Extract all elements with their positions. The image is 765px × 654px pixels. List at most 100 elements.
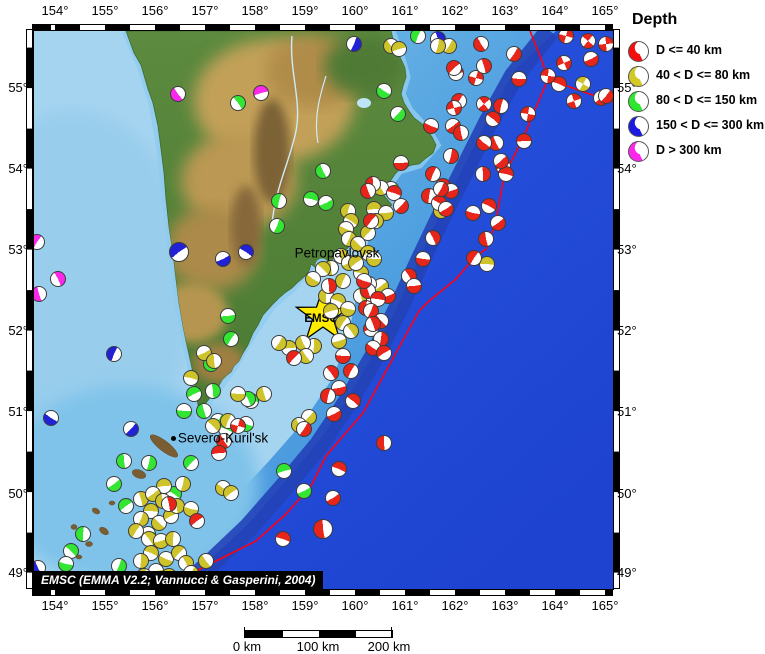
focal-mechanism-marker (393, 198, 409, 214)
legend-depth-icon (628, 116, 649, 137)
focal-mechanism-marker (343, 363, 359, 379)
legend-depth-icon (628, 41, 649, 62)
focal-mechanism-marker (141, 455, 157, 471)
focal-mechanism-marker (170, 86, 186, 102)
focal-mechanism-marker (346, 36, 362, 52)
focal-mechanism-marker (315, 163, 331, 179)
scale-bar (245, 630, 393, 638)
focal-mechanism-marker (196, 403, 212, 419)
scale-label: 100 km (296, 639, 340, 654)
focal-mechanism-marker (575, 76, 591, 92)
legend-depth-label: 80 < D <= 150 km (656, 93, 758, 107)
legend-depth-label: 150 < D <= 300 km (656, 118, 765, 132)
map-frame-bottom (32, 589, 613, 596)
focal-mechanism-marker (128, 523, 144, 539)
focal-mechanism-marker (540, 68, 556, 84)
focal-mechanism-marker (230, 386, 246, 402)
map-canvas: EMSC Petropavlovsk Severo-Kuril'sk EMSC (… (33, 30, 614, 590)
focal-mechanism-marker (466, 250, 482, 266)
lat-label-left: 50° (8, 486, 28, 501)
lon-label-bottom: 159° (291, 598, 319, 613)
focal-mechanism-marker (485, 111, 501, 127)
legend-title: Depth (632, 11, 678, 28)
lon-label-bottom: 164° (541, 598, 569, 613)
focal-mechanism-marker (325, 490, 341, 506)
focal-mechanism-marker (238, 244, 254, 260)
legend-depth-icon (628, 141, 649, 162)
focal-mechanism-marker (189, 513, 205, 529)
focal-mechanism-marker (335, 348, 351, 364)
lon-label-bottom: 160° (341, 598, 369, 613)
focal-mechanism-marker (123, 421, 139, 437)
focal-mechanism-marker (391, 41, 407, 57)
focal-mechanism-marker (430, 38, 446, 54)
depth-legend: Depth D <= 40 km 40 < D <= 80 km 80 < D <=… (620, 0, 765, 175)
focal-mechanism-marker (183, 370, 199, 386)
lat-label-left: 55° (8, 80, 28, 95)
scale-segment (319, 631, 356, 637)
focal-mechanism-marker (423, 118, 439, 134)
focal-mechanism-marker (425, 166, 441, 182)
lon-label-top: 161° (391, 3, 419, 18)
focal-mechanism-marker (106, 346, 122, 362)
focal-mechanism-marker (475, 166, 491, 182)
focal-mechanism-marker (313, 519, 333, 539)
focal-mechanism-marker (321, 278, 337, 294)
lon-label-top: 157° (191, 3, 219, 18)
focal-mechanism-layer (34, 31, 613, 589)
focal-mechanism-marker (34, 234, 45, 250)
focal-mechanism-marker (393, 155, 409, 171)
focal-mechanism-marker (376, 345, 392, 361)
map-frame-left (26, 29, 33, 589)
lon-label-bottom: 154° (41, 598, 69, 613)
focal-mechanism-marker (253, 85, 269, 101)
focal-mechanism-marker (465, 205, 481, 221)
focal-mechanism-marker (490, 215, 506, 231)
lat-label-right: 49° (617, 565, 637, 580)
focal-mechanism-marker (556, 55, 572, 71)
focal-mechanism-marker (360, 183, 376, 199)
focal-mechanism-marker (106, 476, 122, 492)
focal-mechanism-marker (161, 496, 177, 512)
lon-label-bottom: 165° (591, 598, 619, 613)
focal-mechanism-marker (116, 453, 132, 469)
lon-label-bottom: 158° (241, 598, 269, 613)
focal-mechanism-marker (205, 418, 221, 434)
lon-label-bottom: 162° (441, 598, 469, 613)
plate-boundary-line (165, 31, 549, 589)
focal-mechanism-marker (516, 133, 532, 149)
focal-mechanism-marker (286, 350, 302, 366)
lat-label-left: 49° (8, 565, 28, 580)
focal-mechanism-marker (176, 403, 192, 419)
focal-mechanism-marker (326, 406, 342, 422)
lon-label-top: 160° (341, 3, 369, 18)
lon-label-top: 155° (91, 3, 119, 18)
focal-mechanism-marker (186, 386, 202, 402)
focal-mechanism-marker (271, 335, 287, 351)
city-label: Severo-Kuril'sk (177, 430, 269, 446)
map-frame-right (613, 29, 620, 589)
focal-mechanism-marker (366, 251, 382, 267)
legend-depth-icon (628, 66, 649, 87)
focal-mechanism-marker (223, 485, 239, 501)
focal-mechanism-marker (598, 36, 613, 52)
focal-mechanism-marker (406, 278, 422, 294)
lat-label-right: 50° (617, 486, 637, 501)
legend-depth-icon (628, 91, 649, 112)
lon-label-bottom: 156° (141, 598, 169, 613)
focal-mechanism-marker (476, 135, 492, 151)
focal-mechanism-marker (296, 483, 312, 499)
lon-label-top: 154° (41, 3, 69, 18)
focal-mechanism-marker (438, 201, 454, 217)
city-labels-layer: Petropavlovsk Severo-Kuril'sk (34, 31, 613, 589)
focal-mechanism-marker (356, 273, 372, 289)
focal-mechanism-marker (415, 251, 431, 267)
focal-mechanism-marker (481, 198, 497, 214)
focal-mechanism-marker (323, 303, 339, 319)
focal-mechanism-marker (271, 193, 287, 209)
focal-mechanism-marker (433, 181, 449, 197)
map-credit: EMSC (EMMA V2.2; Vannucci & Gasperini, 2… (34, 571, 323, 589)
lat-label-left: 53° (8, 242, 28, 257)
focal-mechanism-marker (323, 365, 339, 381)
